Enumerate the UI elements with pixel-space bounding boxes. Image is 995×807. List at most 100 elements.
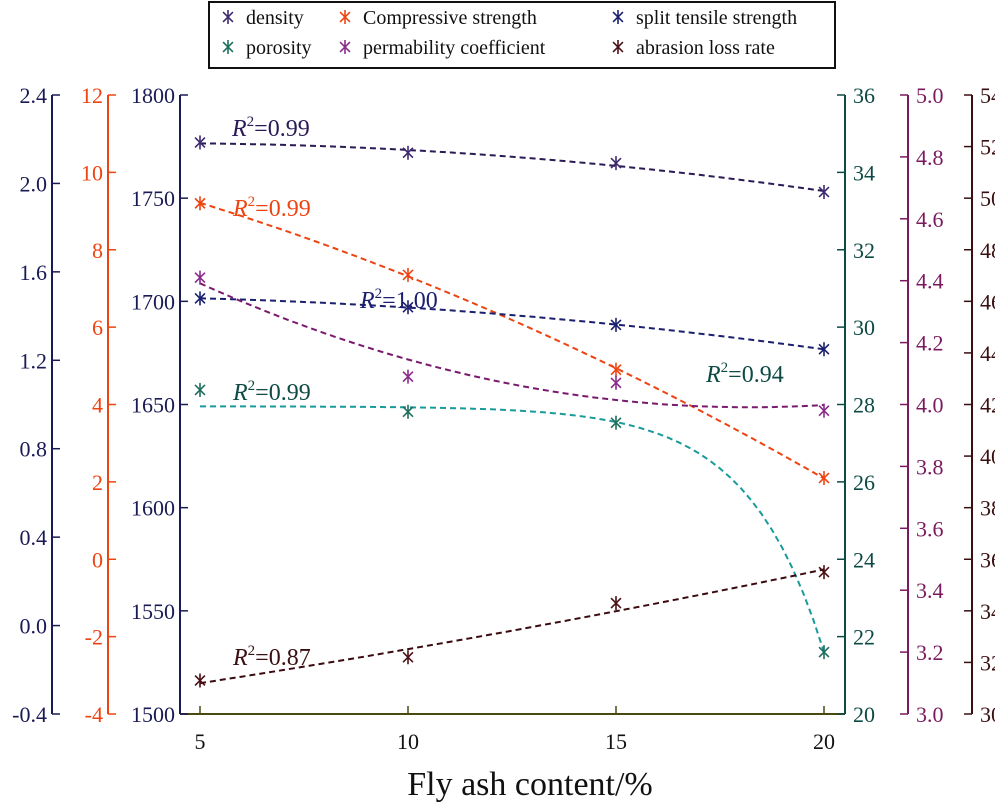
density-tick-label: 1600 <box>131 496 175 521</box>
permeability-tick-label: 4.6 <box>916 207 944 232</box>
abrasion-point <box>818 565 830 580</box>
porosity-point <box>402 404 414 419</box>
abrasion-point <box>402 650 414 665</box>
porosity-point <box>818 645 830 660</box>
legend-marker-split <box>612 10 624 24</box>
abrasion-tick-label: 36 <box>980 547 995 572</box>
legend-entry-permeability: permability coefficient <box>339 37 546 59</box>
legend-label-abrasion: abrasion loss rate <box>636 37 775 59</box>
density-tick-label: 1800 <box>131 83 175 108</box>
permeability-tick-label: 4.0 <box>916 393 944 418</box>
density-tick-label: 1750 <box>131 186 175 211</box>
legend-label-density: density <box>246 7 304 29</box>
split-tick-label: 0.8 <box>20 437 48 462</box>
porosity-tick-label: 26 <box>853 470 875 495</box>
legend-box <box>208 1 836 69</box>
compressive-point <box>402 267 414 282</box>
split-point <box>194 291 206 306</box>
density-tick-label: 1650 <box>131 393 175 418</box>
porosity-point <box>194 382 206 397</box>
x-tick-label: 5 <box>195 729 206 754</box>
legend-entry-density: density <box>222 7 304 29</box>
density-point <box>194 135 206 150</box>
compressive-tick-label: 10 <box>81 160 103 185</box>
permeability-tick-label: 3.2 <box>916 640 944 665</box>
permeability-point <box>610 375 622 390</box>
permeability-r2-label: R2=0.94 <box>705 360 784 388</box>
legend-marker-density-glyph <box>222 10 234 24</box>
legend-marker-porosity-glyph <box>222 40 234 54</box>
density-tick-label: 1500 <box>131 702 175 727</box>
permeability-tick-label: 3.6 <box>916 516 944 541</box>
legend-marker-abrasion <box>612 40 624 54</box>
axes: 5 10 15 20-0.40.00.40.81.21.62.02.4-4-20246… <box>12 83 995 754</box>
legend-marker-abrasion-glyph <box>612 40 624 54</box>
density-point <box>818 184 830 199</box>
abrasion-tick-label: 40 <box>980 444 995 469</box>
abrasion-fit-line <box>199 568 825 685</box>
permeability-tick-label: 4.4 <box>916 269 944 294</box>
legend-marker-permeability <box>339 40 351 54</box>
split-tick-label: 0.4 <box>20 525 48 550</box>
porosity-tick-label: 20 <box>853 702 875 727</box>
split-point <box>818 342 830 357</box>
compressive-r2-label: R2=0.99 <box>232 194 311 222</box>
split-tick-label: 1.6 <box>20 260 48 285</box>
split-tick-label: 0.0 <box>20 614 48 639</box>
legend-marker-compressive <box>339 10 351 24</box>
x-axis-title: Fly ash content/% <box>407 766 653 803</box>
compressive-tick-label: 0 <box>92 547 103 572</box>
compressive-point <box>818 471 830 486</box>
density-fit-line <box>199 142 825 192</box>
permeability-tick-label: 3.8 <box>916 454 944 479</box>
porosity-fit-line <box>200 405 825 653</box>
compressive-tick-label: -2 <box>85 625 103 650</box>
porosity-tick-label: 22 <box>853 625 875 650</box>
legend-label-permeability: permability coefficient <box>363 37 546 59</box>
legend-marker-split-glyph <box>612 10 624 24</box>
abrasion-tick-label: 52 <box>980 135 995 160</box>
porosity-tick-label: 34 <box>853 160 875 185</box>
abrasion-tick-label: 50 <box>980 186 995 211</box>
density-point <box>610 156 622 171</box>
legend-marker-permeability-glyph <box>339 40 351 54</box>
permeability-point <box>194 270 206 285</box>
permeability-point <box>818 403 830 418</box>
abrasion-tick-label: 48 <box>980 238 995 263</box>
abrasion-r2-label: R2=0.87 <box>232 643 311 671</box>
porosity-r2-label: R2=0.99 <box>232 378 311 406</box>
abrasion-point <box>610 596 622 611</box>
split-fit-line <box>199 297 825 351</box>
compressive-tick-label: 8 <box>92 238 103 263</box>
density-tick-label: 1550 <box>131 599 175 624</box>
split-point <box>610 317 622 332</box>
legend-entry-abrasion: abrasion loss rate <box>612 37 775 59</box>
split-tick-label: 1.2 <box>20 348 48 373</box>
split-tick-label: -0.4 <box>12 702 47 727</box>
legend-marker-porosity <box>222 40 234 54</box>
abrasion-tick-label: 42 <box>980 393 995 418</box>
abrasion-tick-label: 32 <box>980 650 995 675</box>
abrasion-point <box>194 673 206 688</box>
split-r2-label: R2=1.00 <box>359 286 438 314</box>
legend-label-split: split tensile strength <box>636 7 797 29</box>
permeability-tick-label: 3.4 <box>916 578 944 603</box>
abrasion-tick-label: 44 <box>980 341 995 366</box>
compressive-point <box>194 196 206 211</box>
permeability-fit-line <box>199 282 825 409</box>
legend-label-compressive: Compressive strength <box>363 7 537 29</box>
porosity-tick-label: 30 <box>853 315 875 340</box>
porosity-point <box>610 415 622 430</box>
legend-label-porosity: porosity <box>246 37 312 59</box>
legend-marker-density <box>222 10 234 24</box>
legend-entry-compressive: Compressive strength <box>339 7 537 29</box>
permeability-tick-label: 4.2 <box>916 331 944 356</box>
compressive-fit-line <box>199 201 825 480</box>
permeability-tick-label: 5.0 <box>916 83 944 108</box>
compressive-point <box>610 362 622 377</box>
abrasion-tick-label: 30 <box>980 702 995 727</box>
compressive-tick-label: 6 <box>92 315 103 340</box>
abrasion-tick-label: 54 <box>980 83 995 108</box>
fit-lines <box>199 142 825 685</box>
